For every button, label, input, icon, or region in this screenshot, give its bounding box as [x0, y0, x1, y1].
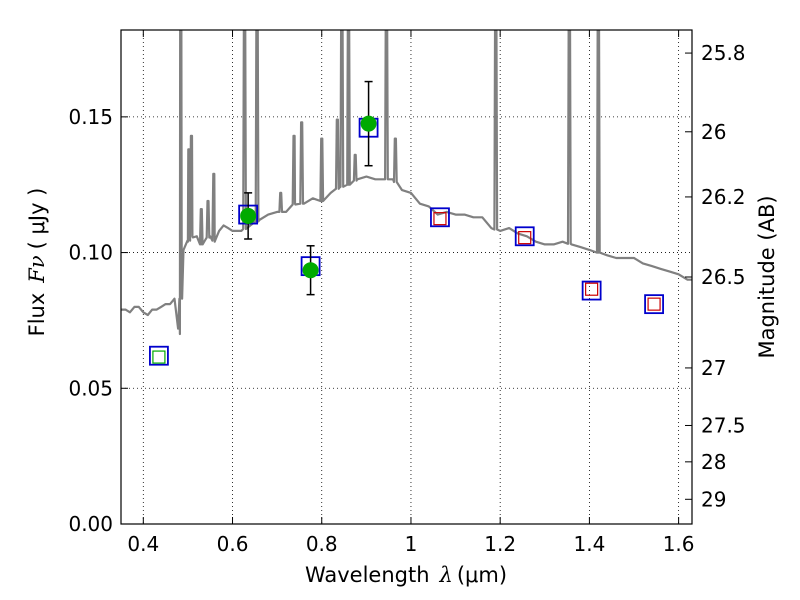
model-flux-square: [149, 345, 169, 366]
model-spectrum-line: [121, 30, 692, 336]
observed-flux-point: [240, 207, 257, 224]
model-flux-square: [581, 280, 602, 301]
y2-tick-label: 27.5: [701, 413, 746, 437]
grid-lines: [121, 30, 692, 525]
y-axis-label: FluxFν( μJy ): [25, 188, 49, 337]
axis-ticks: 0.4 0.6 0.8 1 1.2 1.4 1.6 0.00 0.05 0.10 0.15 25.8 2…: [68, 30, 746, 556]
observed-limit-square: [152, 350, 166, 364]
y-tick-label: 0.05: [68, 376, 113, 400]
model-flux-square: [514, 226, 535, 247]
model-flux-square: [430, 207, 450, 228]
x-tick-label: 0.8: [306, 532, 338, 556]
y2-axis-label: Magnitude (AB): [755, 195, 779, 358]
y2-tick-label: 28: [701, 450, 726, 474]
y2-tick-label: 26.5: [701, 265, 746, 289]
y2-tick-label: 26: [701, 120, 726, 144]
x-tick-label: 1.4: [573, 532, 605, 556]
y2-tick-label: 25.8: [701, 41, 746, 65]
x-tick-label: 1.6: [663, 532, 695, 556]
y-tick-label: 0.10: [68, 241, 113, 265]
y-tick-label: 0.15: [68, 105, 113, 129]
y2-tick-label: 29: [701, 487, 726, 511]
plot-area: [121, 30, 692, 366]
observed-limit-square: [585, 282, 599, 296]
observed-limit-square: [647, 297, 661, 311]
observed-flux-point: [360, 115, 377, 132]
x-tick-label: 1: [405, 532, 418, 556]
y2-tick-label: 27: [701, 356, 726, 380]
observed-flux-point: [302, 262, 319, 279]
x-axis-label: Wavelength λ (μm): [305, 563, 507, 587]
observed-limit-square: [433, 212, 447, 226]
plot-frame: [120, 29, 693, 525]
x-tick-label: 1.2: [484, 532, 516, 556]
y2-tick-label: 26.2: [701, 185, 746, 209]
model-flux-square: [644, 294, 664, 315]
observed-limit-square: [518, 231, 532, 245]
x-tick-label: 0.6: [217, 532, 249, 556]
x-tick-label: 0.4: [127, 532, 159, 556]
y-tick-label: 0.00: [68, 512, 113, 536]
